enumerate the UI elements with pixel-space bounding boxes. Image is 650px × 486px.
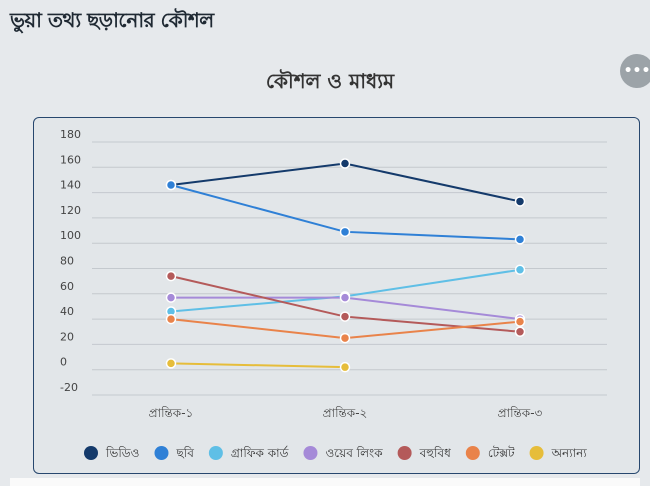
data-point[interactable]	[339, 292, 351, 303]
legend-item[interactable]: অন্যান্য	[529, 446, 588, 460]
data-point[interactable]	[339, 158, 351, 169]
series-line	[170, 275, 521, 333]
legend-label: গ্রাফিক কার্ড	[231, 446, 289, 460]
y-tick-label: 60	[60, 280, 74, 293]
chart-frame: -20 0 20 40 60 80 100 120 140 160 180 প্রান্তিক-১ প…	[33, 117, 640, 474]
x-tick-label: প্রান্তিক-৩	[498, 406, 543, 420]
data-point[interactable]	[165, 313, 177, 325]
grid-layer	[92, 141, 607, 396]
legend-item[interactable]: টেক্সট	[465, 446, 515, 460]
legend-swatch	[303, 446, 318, 460]
y-axis-ticks: -20 0 20 40 60 80 100 120 140 160 180	[60, 128, 81, 394]
data-point[interactable]	[165, 358, 177, 369]
legend-item[interactable]: গ্রাফিক কার্ড	[208, 446, 289, 460]
data-point[interactable]	[339, 311, 351, 322]
y-tick-label: 100	[60, 229, 81, 242]
y-tick-label: 140	[60, 179, 81, 192]
legend-label: ভিডিও	[105, 446, 139, 460]
data-point[interactable]	[165, 179, 177, 191]
legend: ভিডিও ছবি গ্রাফিক কার্ড ওয়েব লিংক বহুবিধ টেক…	[84, 446, 587, 460]
legend-item[interactable]: ওয়েব লিংক	[303, 446, 383, 460]
legend-item[interactable]: ছবি	[154, 446, 194, 460]
x-tick-label: প্রান্তিক-১	[149, 406, 194, 420]
legend-swatch	[465, 446, 480, 460]
legend-label: ওয়েব লিংক	[325, 446, 383, 460]
data-point[interactable]	[514, 234, 526, 245]
y-tick-label: 0	[60, 356, 67, 369]
page-title: ভুয়া তথ্য ছড়ানোর কৌশল	[10, 8, 214, 32]
legend-item[interactable]: ভিডিও	[84, 446, 139, 460]
legend-label: টেক্সট	[488, 446, 515, 460]
more-horizontal-icon: •••	[623, 63, 650, 79]
legend-swatch	[529, 446, 544, 460]
x-axis-ticks: প্রান্তিক-১ প্রান্তিক-২ প্রান্তিক-৩	[149, 406, 543, 420]
data-point[interactable]	[165, 270, 177, 282]
x-tick-label: প্রান্তিক-২	[323, 406, 368, 420]
legend-item[interactable]: বহুবিধ	[397, 446, 451, 460]
bottom-strip	[10, 478, 640, 486]
series-line	[170, 162, 521, 203]
more-options-button[interactable]: •••	[620, 54, 650, 88]
series-line	[170, 362, 346, 369]
data-point[interactable]	[165, 292, 177, 303]
data-point[interactable]	[514, 326, 526, 337]
legend-swatch	[397, 446, 412, 460]
legend-label: ছবি	[175, 446, 194, 460]
legend-swatch	[154, 446, 169, 460]
data-point[interactable]	[339, 332, 351, 344]
data-point[interactable]	[339, 361, 351, 373]
data-point[interactable]	[514, 196, 526, 207]
legend-swatch	[84, 446, 98, 460]
y-tick-label: 160	[60, 153, 81, 166]
data-point[interactable]	[514, 316, 526, 327]
legend-swatch	[208, 446, 223, 460]
y-tick-label: 80	[60, 255, 74, 268]
y-tick-label: -20	[60, 381, 78, 394]
legend-label: বহুবিধ	[419, 446, 451, 460]
y-tick-label: 40	[60, 305, 74, 318]
y-tick-label: 120	[60, 204, 81, 217]
data-point[interactable]	[339, 226, 351, 238]
legend-label: অন্যান্য	[551, 446, 588, 460]
series-points	[165, 158, 526, 373]
data-point[interactable]	[514, 264, 526, 276]
y-tick-label: 180	[60, 128, 81, 141]
chart-title: কৌশল ও মাধ্যম	[265, 69, 395, 93]
series-line	[170, 268, 521, 313]
y-tick-label: 20	[60, 330, 74, 343]
